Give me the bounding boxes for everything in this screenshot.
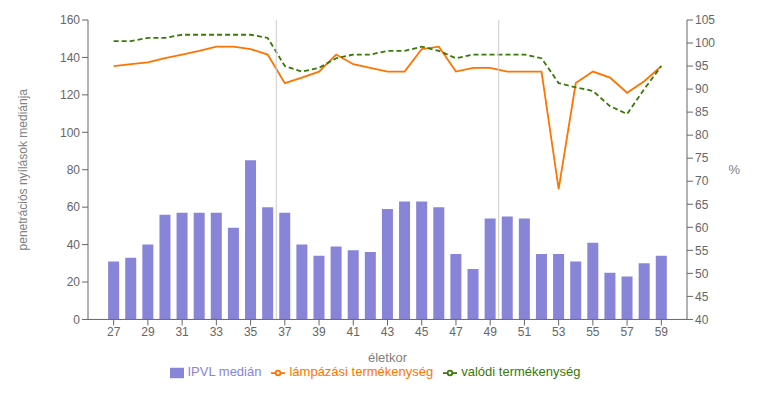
svg-text:75: 75 [695, 151, 709, 165]
svg-text:33: 33 [210, 325, 224, 339]
svg-text:57: 57 [620, 325, 634, 339]
svg-text:47: 47 [449, 325, 463, 339]
svg-text:39: 39 [312, 325, 326, 339]
svg-text:70: 70 [695, 174, 709, 188]
svg-text:80: 80 [695, 128, 709, 142]
svg-text:55: 55 [586, 325, 600, 339]
svg-text:penetrációs nyílások mediánja: penetrációs nyílások mediánja [16, 89, 30, 251]
svg-text:51: 51 [518, 325, 532, 339]
svg-text:35: 35 [244, 325, 258, 339]
svg-text:37: 37 [278, 325, 292, 339]
svg-text:60: 60 [695, 221, 709, 235]
svg-text:95: 95 [695, 59, 709, 73]
svg-text:55: 55 [695, 244, 709, 258]
html-text:lámpázási termékenység: lámpázási termékenység [289, 364, 434, 380]
svg-text:65: 65 [695, 198, 709, 212]
svg-text:40: 40 [695, 313, 709, 327]
svg-text:100: 100 [695, 36, 715, 50]
html-text:valódi termékenység: valódi termékenység [461, 364, 581, 380]
svg-text:85: 85 [695, 105, 709, 119]
svg-text:40: 40 [67, 238, 81, 252]
svg-text:160: 160 [60, 13, 80, 27]
svg-text:120: 120 [60, 88, 80, 102]
svg-text:80: 80 [67, 163, 81, 177]
svg-text:27: 27 [107, 325, 121, 339]
svg-text:életkor: életkor [368, 350, 408, 365]
svg-text:60: 60 [67, 200, 81, 214]
svg-text:%: % [728, 162, 740, 177]
svg-text:43: 43 [381, 325, 395, 339]
svg-text:105: 105 [695, 13, 715, 27]
svg-text:31: 31 [175, 325, 189, 339]
svg-text:45: 45 [415, 325, 429, 339]
svg-text:41: 41 [347, 325, 361, 339]
svg-text:140: 140 [60, 51, 80, 65]
svg-text:20: 20 [67, 275, 81, 289]
svg-text:53: 53 [552, 325, 566, 339]
svg-text:29: 29 [141, 325, 155, 339]
svg-text:49: 49 [484, 325, 498, 339]
svg-text:0: 0 [73, 313, 80, 327]
html-text:IPVL medián: IPVL medián [187, 364, 262, 380]
svg-text:90: 90 [695, 82, 709, 96]
svg-text:50: 50 [695, 267, 709, 281]
svg-text:45: 45 [695, 290, 709, 304]
svg-text:59: 59 [655, 325, 669, 339]
svg-text:100: 100 [60, 126, 80, 140]
